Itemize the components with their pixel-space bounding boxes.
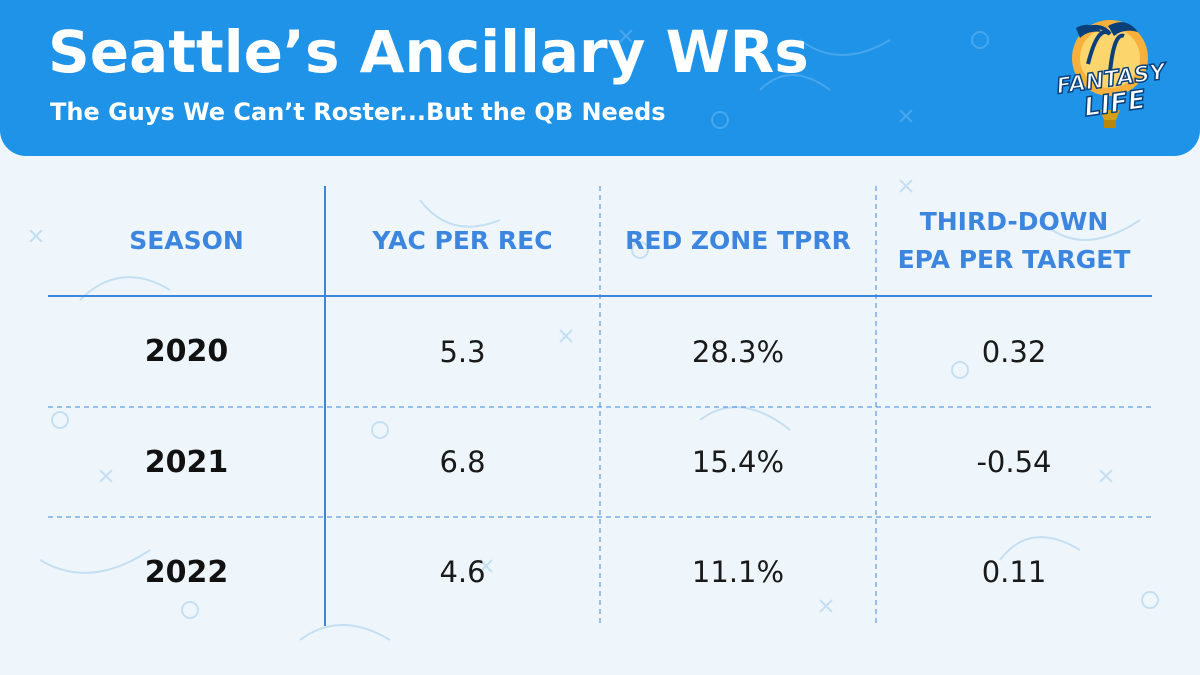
header-banner: Seattle’s Ancillary WRs The Guys We Can’… [0,0,1200,156]
row-rz-2022: 11.1% [691,555,785,589]
row-yac-2021: 6.8 [439,445,486,479]
col-header-third-down-line1: THIRD-DOWN [919,207,1109,236]
row-rz-2021: 15.4% [691,445,785,479]
row-season-2021: 2021 [144,444,229,480]
col-header-third-down-line2: EPA PER TARGET [897,245,1131,274]
logo-text-life: LIFE [1082,85,1148,123]
row-epa-2021: -0.54 [976,445,1052,479]
row-rz-2020: 28.3% [691,334,785,369]
col-header-rz-tprr: RED ZONE TPRR [625,226,851,255]
page-title: Seattle’s Ancillary WRs [48,18,809,86]
col-header-third-down: THIRD-DOWN EPA PER TARGET [876,196,1152,286]
header-pattern [619,29,989,129]
row-season-2022: 2022 [144,554,229,590]
fantasy-life-logo: FANTASY LIFE [1054,20,1170,128]
col-header-yac: YAC PER REC [372,226,553,255]
row-epa-2020: 0.32 [981,334,1047,369]
row-yac-2020: 5.3 [439,334,486,369]
col-header-season: SEASON [129,226,244,255]
row-epa-2022: 0.11 [981,555,1047,589]
row-season-2020: 2020 [144,334,229,369]
page-subtitle: The Guys We Can’t Roster...But the QB Ne… [50,98,666,126]
row-yac-2022: 4.6 [439,555,486,589]
